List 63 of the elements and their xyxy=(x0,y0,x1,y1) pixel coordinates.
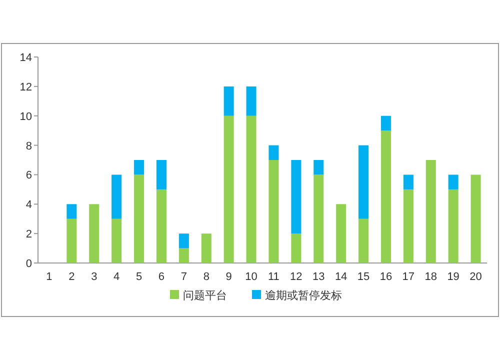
x-tick-label: 19 xyxy=(447,271,460,283)
y-tick-label: 8 xyxy=(26,140,32,152)
bar xyxy=(358,218,369,263)
x-tick-label: 12 xyxy=(290,271,302,283)
bar xyxy=(448,189,458,263)
bar xyxy=(358,145,369,219)
x-tick-label: 9 xyxy=(226,271,232,283)
x-tick-label: 11 xyxy=(268,271,280,283)
bar xyxy=(112,218,122,263)
y-tick-label: 14 xyxy=(20,52,32,64)
legend-label: 逾期或暂停发标 xyxy=(265,289,342,302)
bar xyxy=(246,86,256,116)
x-tick-label: 4 xyxy=(114,271,120,283)
bar xyxy=(380,130,391,263)
bar xyxy=(336,204,346,263)
x-tick-label: 16 xyxy=(380,271,392,283)
bar xyxy=(403,174,414,190)
bar xyxy=(178,248,189,263)
bar xyxy=(426,160,436,263)
y-tick-label: 6 xyxy=(26,170,32,182)
bar xyxy=(448,174,458,190)
y-tick-label: 2 xyxy=(26,228,32,241)
x-tick-label: 5 xyxy=(136,271,142,283)
bar xyxy=(291,234,302,263)
x-tick-label: 8 xyxy=(203,271,210,283)
bar xyxy=(268,160,279,263)
x-tick-label: 1 xyxy=(46,271,52,283)
x-tick-label: 10 xyxy=(245,271,258,283)
bar xyxy=(314,160,324,175)
legend-label: 问题平台 xyxy=(183,289,227,302)
x-tick-label: 20 xyxy=(470,271,482,283)
bar xyxy=(178,234,189,248)
bar xyxy=(268,145,279,160)
y-tick-label: 0 xyxy=(26,258,32,270)
bar xyxy=(66,204,77,219)
bar xyxy=(224,86,234,116)
bar xyxy=(246,116,256,263)
x-tick-label: 6 xyxy=(158,271,165,283)
bar xyxy=(66,218,77,263)
x-tick-label: 15 xyxy=(357,271,370,283)
bar xyxy=(156,160,166,190)
y-tick-label: 12 xyxy=(20,81,32,94)
bar xyxy=(156,189,166,263)
bar xyxy=(224,116,234,263)
x-tick-label: 7 xyxy=(180,271,187,283)
x-tick-label: 3 xyxy=(91,271,98,283)
bar xyxy=(134,160,144,175)
x-tick-label: 13 xyxy=(312,271,325,283)
x-tick-label: 14 xyxy=(334,271,348,283)
bar xyxy=(291,160,302,234)
bar xyxy=(134,174,144,263)
bar xyxy=(470,174,481,263)
bar xyxy=(380,116,391,131)
x-tick-label: 18 xyxy=(424,271,437,283)
bar xyxy=(201,234,212,263)
y-tick-label: 4 xyxy=(26,199,32,212)
bar xyxy=(403,189,414,263)
bar xyxy=(89,204,100,263)
bar xyxy=(314,174,324,263)
x-tick-label: 2 xyxy=(68,271,75,283)
y-tick-label: 10 xyxy=(20,110,32,123)
bar xyxy=(112,174,122,219)
x-tick-label: 17 xyxy=(402,271,415,283)
